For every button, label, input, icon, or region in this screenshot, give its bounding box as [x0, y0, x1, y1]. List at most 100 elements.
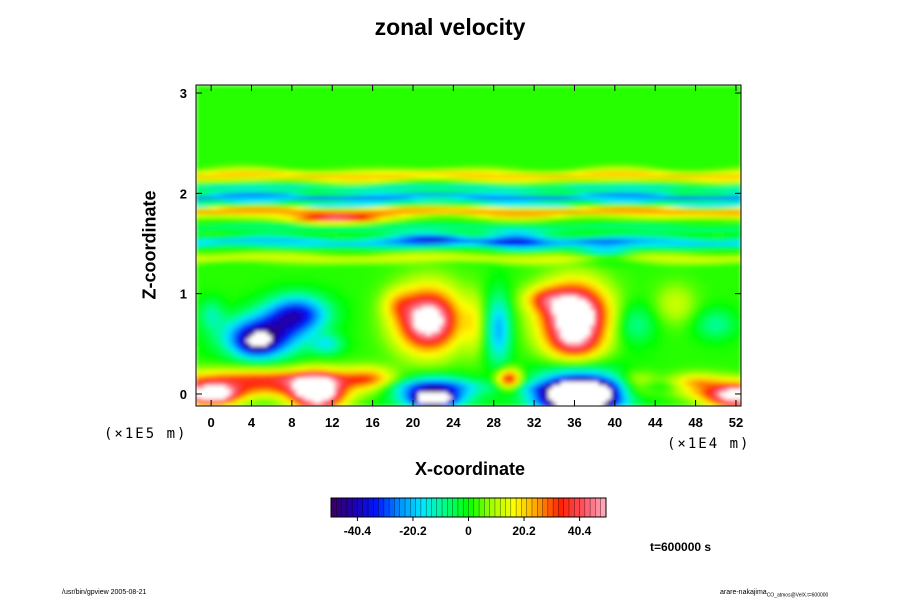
- heatmap-cell: [284, 356, 289, 361]
- heatmap-cell: [376, 177, 382, 182]
- heatmap-cell: [313, 341, 319, 346]
- heatmap-cell: [254, 138, 260, 143]
- heatmap-cell: [263, 395, 268, 400]
- heatmap-cell: [221, 167, 226, 172]
- heatmap-cell: [376, 284, 382, 289]
- heatmap-cell: [397, 338, 403, 343]
- heatmap-cell: [305, 117, 310, 122]
- heatmap-cell: [229, 213, 235, 218]
- heatmap-cell: [388, 145, 394, 150]
- heatmap-cell: [271, 309, 277, 314]
- heatmap-cell: [292, 381, 298, 386]
- heatmap-cell: [342, 149, 348, 154]
- heatmap-cell: [263, 206, 268, 211]
- heatmap-cell: [225, 363, 231, 368]
- heatmap-cell: [225, 156, 231, 161]
- heatmap-cell: [376, 313, 382, 318]
- heatmap-cell: [212, 85, 218, 90]
- heatmap-cell: [338, 127, 344, 132]
- heatmap-cell: [363, 102, 369, 107]
- heatmap-cell: [229, 313, 235, 318]
- heatmap-cell: [305, 388, 310, 393]
- heatmap-cell: [334, 320, 340, 325]
- heatmap-cell: [405, 288, 411, 293]
- heatmap-cell: [388, 295, 394, 300]
- heatmap-cell: [229, 348, 235, 354]
- heatmap-cell: [254, 113, 260, 118]
- heatmap-cell: [325, 323, 331, 329]
- heatmap-cell: [275, 95, 281, 100]
- heatmap-cell: [334, 174, 340, 179]
- heatmap-cell: [237, 188, 243, 193]
- heatmap-cell: [418, 238, 423, 243]
- heatmap-cell: [275, 263, 281, 268]
- heatmap-cell: [346, 224, 352, 229]
- heatmap-cell: [334, 231, 340, 236]
- heatmap-cell: [284, 145, 289, 150]
- heatmap-cell: [225, 302, 231, 307]
- heatmap-cell: [367, 402, 373, 406]
- heatmap-cell: [359, 334, 365, 339]
- heatmap-cell: [321, 195, 327, 200]
- heatmap-cell: [359, 224, 365, 229]
- heatmap-cell: [317, 381, 323, 386]
- heatmap-cell: [393, 277, 398, 282]
- heatmap-cell: [229, 106, 235, 111]
- heatmap-cell: [271, 348, 277, 354]
- heatmap-cell: [296, 309, 302, 314]
- heatmap-cell: [216, 174, 222, 179]
- heatmap-cell: [271, 259, 277, 264]
- heatmap-cell: [426, 241, 432, 247]
- heatmap-cell: [330, 238, 335, 243]
- heatmap-cell: [305, 288, 310, 293]
- heatmap-cell: [204, 241, 210, 247]
- heatmap-cell: [414, 281, 419, 286]
- heatmap-cell: [204, 391, 210, 396]
- heatmap-cell: [296, 373, 302, 379]
- heatmap-cell: [288, 134, 294, 140]
- heatmap-cell: [409, 348, 415, 354]
- heatmap-cell: [279, 142, 285, 147]
- heatmap-cell: [330, 284, 335, 289]
- heatmap-cell: [296, 170, 302, 175]
- heatmap-cell: [229, 202, 235, 207]
- heatmap-cell: [338, 202, 344, 207]
- heatmap-cell: [334, 388, 340, 393]
- heatmap-cell: [363, 124, 369, 129]
- heatmap-cell: [212, 245, 218, 250]
- heatmap-cell: [405, 127, 411, 132]
- heatmap-cell: [279, 302, 285, 307]
- heatmap-cell: [221, 341, 226, 346]
- heatmap-cell: [393, 192, 398, 197]
- heatmap-cell: [346, 145, 352, 150]
- heatmap-cell: [267, 106, 273, 111]
- heatmap-cell: [254, 352, 260, 357]
- heatmap-cell: [405, 163, 411, 168]
- heatmap-cell: [242, 142, 247, 147]
- heatmap-cell: [359, 181, 365, 186]
- heatmap-cell: [317, 220, 323, 225]
- heatmap-cell: [221, 85, 226, 90]
- heatmap-cell: [208, 327, 214, 332]
- heatmap-cell: [422, 85, 428, 90]
- heatmap-cell: [271, 249, 277, 254]
- heatmap-cell: [342, 270, 348, 275]
- heatmap-cell: [351, 167, 356, 172]
- heatmap-cell: [401, 117, 407, 122]
- heatmap-cell: [342, 309, 348, 314]
- heatmap-cell: [372, 366, 377, 371]
- heatmap-cell: [300, 138, 306, 143]
- heatmap-cell: [271, 159, 277, 165]
- heatmap-cell: [292, 145, 298, 150]
- heatmap-cell: [409, 356, 415, 361]
- heatmap-cell: [284, 206, 289, 211]
- heatmap-cell: [384, 184, 390, 190]
- heatmap-cell: [414, 142, 419, 147]
- heatmap-cell: [288, 120, 294, 125]
- heatmap-cell: [250, 152, 256, 157]
- heatmap-cell: [267, 341, 273, 346]
- heatmap-cell: [300, 163, 306, 168]
- heatmap-cell: [317, 227, 323, 232]
- heatmap-cell: [296, 252, 302, 257]
- heatmap-cell: [342, 117, 348, 122]
